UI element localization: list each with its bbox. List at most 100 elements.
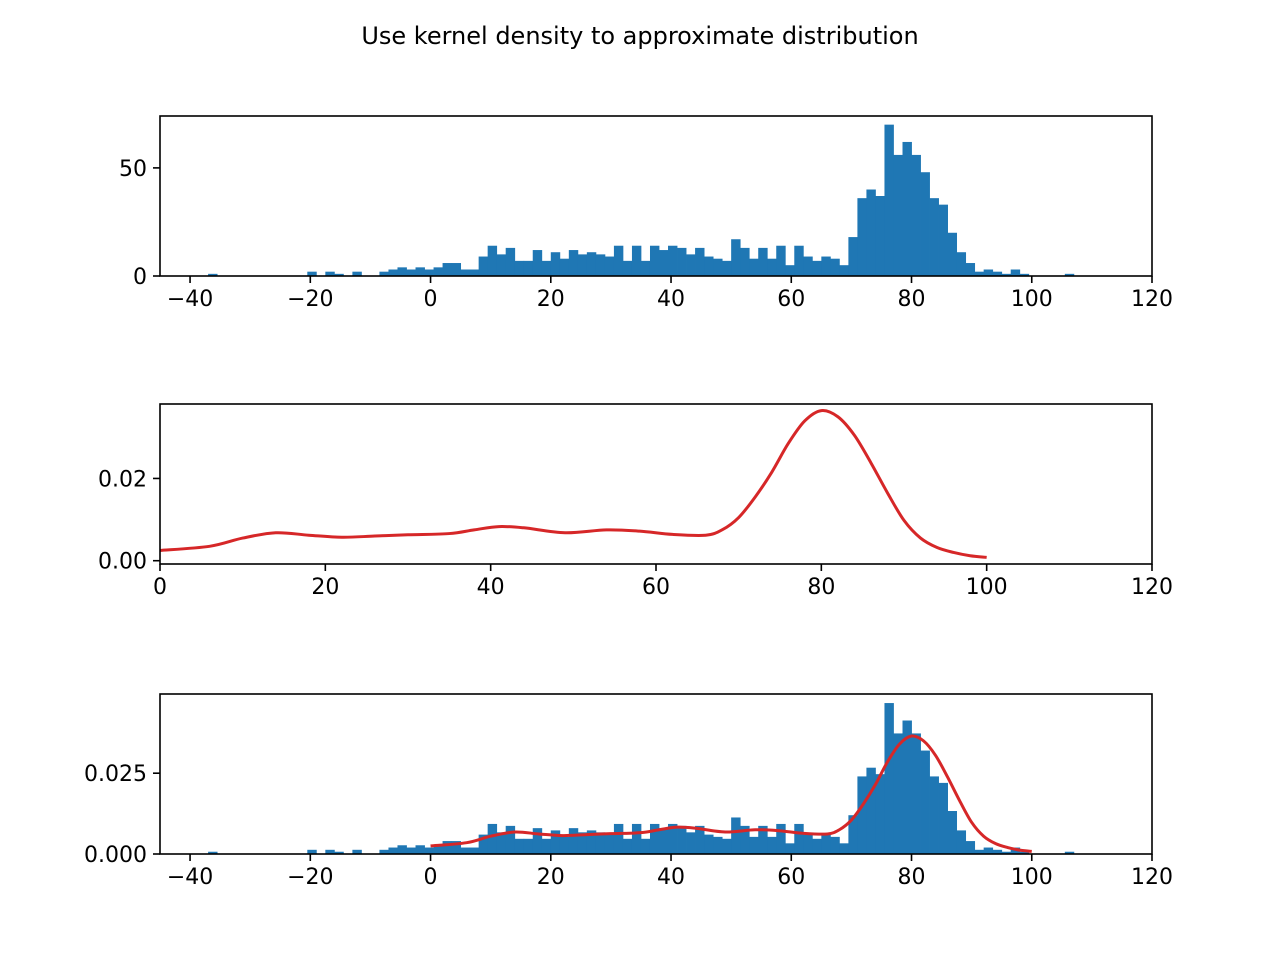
histogram-bar [559,258,570,276]
overlay-bar [704,834,714,854]
histogram-y-tick-label: 0 [133,265,147,290]
overlay-bar [740,825,750,854]
histogram-bar [649,245,660,276]
histogram-bar [929,198,939,276]
overlay-bar [659,828,669,854]
kde-x-tick-label: 60 [642,575,670,600]
overlay-bar [848,815,858,854]
overlay-bar [388,847,398,854]
histogram-bar [884,124,894,277]
overlay-bar [938,782,948,854]
histogram-bar [433,267,443,276]
overlay-bar [830,836,840,854]
overlay-bar [487,823,498,854]
histogram-bar [785,265,795,276]
overlay-bar [640,838,651,854]
histogram-bar [740,247,750,276]
kde-x-tick-label: 120 [1131,575,1173,600]
histogram-bar [415,267,425,276]
histogram-bar [956,252,967,276]
histogram-bar [352,271,362,276]
overlay-bar [1019,851,1030,854]
histogram-bar [803,256,813,276]
histogram-x-tick-label: −20 [287,287,333,312]
overlay-bar [956,830,967,854]
histogram-bar [821,256,831,276]
kde-x-tick-label: 100 [966,575,1008,600]
histogram-bar [514,260,525,276]
overlay-bar [523,838,534,854]
histogram-bar [622,260,633,276]
histogram-bar [1001,273,1012,276]
overlay-bar [668,823,678,854]
histogram-bar [640,260,651,276]
overlay-bars [208,703,1075,854]
kde-x-tick-label: 0 [153,575,167,600]
kde-y-tick-label: 0.02 [98,467,147,492]
histogram-bar [577,254,588,276]
histogram-bar [704,256,714,276]
histogram-bar [595,254,606,276]
overlay-bar [857,776,867,854]
overlay-bar [307,849,317,854]
overlay-bar [776,823,786,854]
histogram-bar [911,154,921,276]
overlay-bar [983,847,994,854]
overlay-bar [821,834,831,854]
histogram-bar [604,256,615,276]
histogram-bar [992,271,1003,276]
overlay-bar [758,825,768,854]
histogram-bar [1010,269,1021,276]
overlay-kde-line [430,734,1032,853]
histogram-bar [722,260,732,276]
histogram-bar [668,245,678,276]
overlay-bar [649,823,660,854]
overlay-bar [631,823,642,854]
histogram-bar [731,239,741,276]
histogram-x-tick-label: 120 [1131,287,1173,312]
overlay-x-tick-label: 120 [1131,865,1173,890]
histogram-bar [983,269,994,276]
histogram-bar [379,271,389,276]
histogram-bar [523,260,534,276]
overlay-y-tick-label: 0.025 [84,762,147,787]
overlay-bar [604,834,615,854]
overlay-bar [334,851,344,854]
histogram-bar [568,250,579,276]
kde-kde-line [159,408,987,559]
histogram-bar [848,237,858,276]
overlay-bar [622,838,633,854]
histogram-bar [613,245,624,276]
overlay-bar [469,847,480,854]
overlay-x-tick-label: 0 [424,865,438,890]
histogram-bar [1064,273,1075,276]
histogram-bar [839,265,849,276]
overlay-bar [442,841,452,854]
overlay-bar [352,849,362,854]
overlay-bar [460,847,471,854]
histogram-bar [857,198,867,276]
overlay-bar [893,733,903,854]
histogram-bar [938,204,948,276]
histogram-bar [550,252,561,276]
overlay-bar [803,834,813,854]
overlay-bar [595,832,606,854]
overlay-bar [794,823,804,854]
overlay-bar [325,849,335,854]
histogram-x-tick-label: 100 [1011,287,1053,312]
overlay-bar [920,750,930,854]
histogram-x-tick-label: −40 [167,287,213,312]
overlay-x-tick-label: 40 [657,865,685,890]
kde-y-tick-label: 0.00 [98,550,147,575]
histogram-x-tick-label: 20 [537,287,565,312]
kde-axes-frame [159,403,1153,565]
histogram-bar [893,154,903,276]
histogram-bar [532,250,543,276]
overlay-x-tick-label: −40 [167,865,213,890]
overlay-bar [785,843,795,854]
kde-curve-group [159,408,987,559]
histogram-bar [208,273,218,276]
overlay-bar [695,825,705,854]
overlay-bar [902,720,912,854]
overlay-bar [514,838,525,854]
